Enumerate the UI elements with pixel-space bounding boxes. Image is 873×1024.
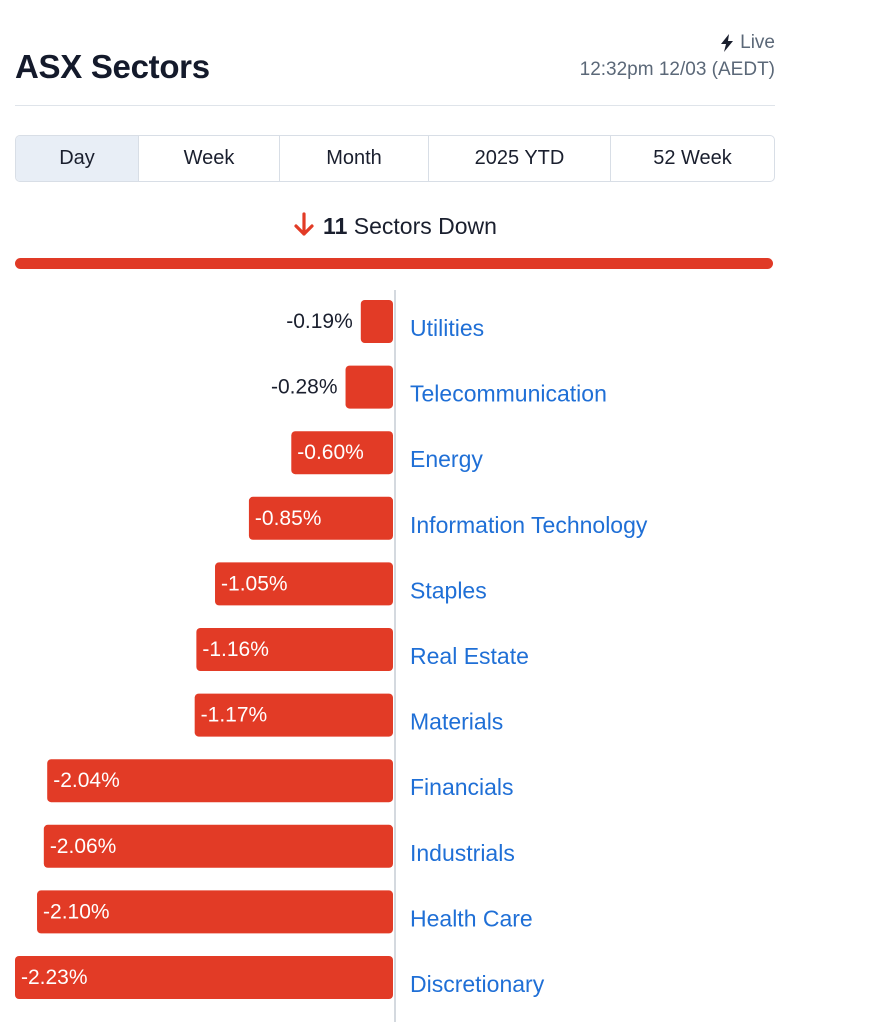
value-label: -0.60% [297,441,364,464]
bar-information-technology [248,496,393,540]
bar-financials [47,759,394,803]
widget-title: ASX Sectors [15,48,210,85]
value-label: -2.04% [53,769,120,792]
sectors-down-count: 11 [323,213,348,239]
value-label: -2.23% [21,966,88,989]
sector-link[interactable]: Utilities [410,315,484,341]
sector-link[interactable]: Information Technology [410,512,648,538]
value-label: -2.06% [50,835,117,858]
sectors-summary: 11 Sectors Down [15,212,775,240]
widget-header: ASX Sectors Live 12:32pm 12/03 (AEDT) [15,0,775,106]
bar-energy [291,431,393,475]
live-indicator: Live [720,32,775,54]
sector-link[interactable]: Telecommunication [410,381,607,407]
sectors-down-text: Sectors Down [353,213,497,239]
period-tabs: Day Week Month 2025 YTD 52 Week [15,135,775,182]
sector-link[interactable]: Financials [410,774,514,800]
tab-month[interactable]: Month [280,136,429,181]
bar-utilities [360,300,393,343]
breadth-bar [15,258,773,269]
timestamp: 12:32pm 12/03 (AEDT) [579,59,775,80]
tab-52-week[interactable]: 52 Week [653,147,732,169]
lightning-icon [721,34,734,52]
value-label: -1.16% [202,638,269,661]
tab-day[interactable]: Day [16,136,139,181]
bar-telecommunication [345,365,393,409]
arrow-down-icon [294,212,314,236]
sector-link[interactable]: Energy [410,446,483,472]
value-label: -0.19% [286,310,353,333]
bar-materials [194,693,393,737]
bar-health-care [37,890,393,934]
tab-week[interactable]: Week [139,136,280,181]
bar-staples [215,562,393,606]
sector-link[interactable]: Discretionary [410,971,545,997]
value-label: -2.10% [43,900,110,923]
live-label: Live [740,32,775,53]
sector-link[interactable]: Materials [410,709,503,735]
sector-link[interactable]: Staples [410,577,487,603]
sector-bar-chart: -0.19% Utilities -0.28% Telecommunication -0… [15,290,648,1022]
value-label: -0.85% [255,507,322,530]
value-label: -1.17% [201,704,268,727]
value-label: -1.05% [221,572,288,595]
sector-link[interactable]: Real Estate [410,643,529,669]
asx-sectors-widget: ASX Sectors Live 12:32pm 12/03 (AEDT) Da… [15,0,775,1024]
sector-link[interactable]: Health Care [410,905,533,931]
tab-ytd[interactable]: 2025 YTD [429,136,611,181]
value-label: -0.28% [271,376,338,399]
sector-link[interactable]: Industrials [410,840,515,866]
bar-real-estate [196,628,393,671]
bar-discretionary [15,956,393,999]
bar-industrials [43,824,394,868]
